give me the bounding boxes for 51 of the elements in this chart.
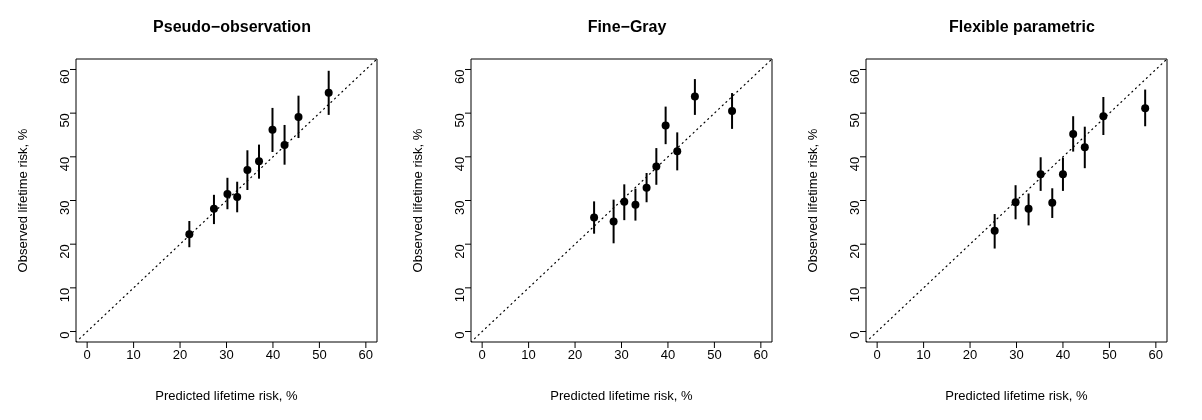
- y-tick-label: 60: [56, 69, 72, 84]
- y-tick-label: 10: [846, 287, 862, 303]
- y-tick-label: 20: [56, 244, 72, 259]
- x-tick-label: 20: [962, 347, 978, 363]
- x-tick-label: 0: [873, 347, 881, 363]
- y-tick-label: 60: [451, 69, 467, 84]
- y-tick-label: 50: [846, 113, 862, 128]
- x-tick-label: 20: [172, 347, 188, 363]
- x-tick-label: 50: [707, 347, 722, 363]
- y-tick-label: 40: [846, 156, 862, 172]
- x-tick-label: 40: [660, 347, 676, 363]
- x-axis-title: Predicted lifetime risk, %: [945, 388, 1089, 403]
- x-tick-label: 60: [1148, 347, 1164, 363]
- y-tick-label: 40: [56, 156, 72, 172]
- x-axis-title: Predicted lifetime risk, %: [550, 388, 694, 403]
- y-tick-label: 10: [451, 287, 467, 303]
- x-tick-label: 10: [126, 347, 141, 363]
- chart-title: Pseudo−observation: [152, 18, 312, 36]
- x-tick-label: 50: [312, 347, 327, 363]
- y-tick-label: 0: [846, 331, 862, 339]
- y-tick-label: 40: [451, 156, 467, 172]
- y-tick-label: 0: [56, 331, 72, 339]
- x-tick-label: 60: [753, 347, 769, 363]
- x-tick-label: 40: [265, 347, 281, 363]
- x-tick-label: 0: [83, 347, 91, 363]
- x-tick-label: 10: [916, 347, 931, 363]
- y-tick-label: 20: [846, 244, 862, 259]
- y-tick-label: 60: [846, 69, 862, 84]
- y-tick-label: 0: [451, 331, 467, 339]
- x-tick-label: 50: [1102, 347, 1117, 363]
- y-axis-title: Observed lifetime risk, %: [409, 128, 425, 273]
- chart-title: Flexible parametric: [948, 18, 1096, 36]
- y-axis-title: Observed lifetime risk, %: [14, 128, 30, 273]
- x-tick-label: 0: [478, 347, 486, 363]
- y-tick-label: 50: [56, 113, 72, 128]
- y-tick-label: 30: [846, 200, 862, 215]
- y-tick-label: 30: [56, 200, 72, 215]
- x-tick-label: 20: [567, 347, 583, 363]
- y-tick-label: 30: [451, 200, 467, 215]
- x-axis-title: Predicted lifetime risk, %: [155, 388, 299, 403]
- x-tick-label: 30: [1009, 347, 1024, 363]
- y-tick-label: 10: [56, 287, 72, 303]
- x-tick-label: 30: [219, 347, 234, 363]
- y-tick-label: 50: [451, 113, 467, 128]
- x-tick-label: 40: [1055, 347, 1071, 363]
- y-axis-title: Observed lifetime risk, %: [804, 128, 820, 273]
- x-tick-label: 60: [358, 347, 374, 363]
- y-tick-label: 20: [451, 244, 467, 259]
- x-tick-label: 30: [614, 347, 629, 363]
- x-tick-label: 10: [521, 347, 536, 363]
- chart-title: Fine−Gray: [586, 18, 668, 36]
